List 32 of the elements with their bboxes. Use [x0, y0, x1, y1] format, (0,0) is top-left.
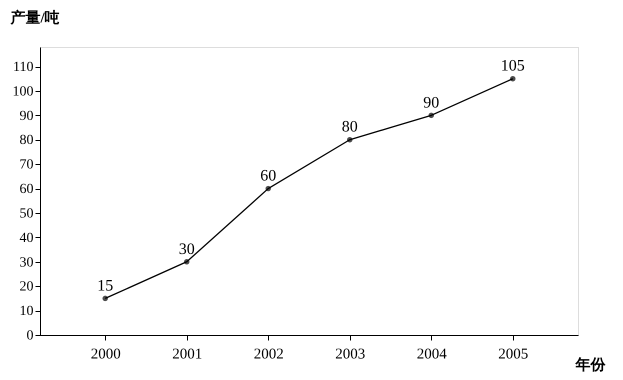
- y-tick-label: 110: [13, 60, 34, 76]
- x-tick-label: 2004: [416, 346, 448, 362]
- point: [102, 296, 108, 302]
- x-tick-label: 2000: [90, 346, 121, 362]
- point: [510, 76, 516, 82]
- y-tick-label: 10: [20, 304, 34, 320]
- y-tick-label: 100: [12, 84, 34, 100]
- data-label: 30: [178, 240, 195, 258]
- x-tick-label: 2001: [172, 346, 202, 362]
- y-tick-label: 30: [20, 255, 34, 270]
- y-tick-label: 70: [20, 158, 34, 173]
- x-tick-label: 2002: [254, 346, 284, 362]
- point: [184, 259, 190, 265]
- point: [347, 137, 352, 142]
- data-label: 60: [260, 168, 276, 185]
- y-tick-label: 0: [26, 328, 34, 344]
- data-label: 105: [500, 58, 525, 75]
- y-tick-label: 60: [20, 182, 34, 198]
- data-label: 80: [342, 118, 358, 136]
- y-tick-label: 40: [20, 230, 34, 246]
- x-axis-title: 年份: [574, 356, 606, 374]
- data-label: 15: [97, 277, 114, 294]
- x-tick-label: 2003: [335, 346, 366, 362]
- x-tick-label: 2005: [498, 346, 528, 362]
- y-tick-label: 50: [20, 206, 34, 222]
- data-label: 90: [423, 94, 440, 112]
- y-tick-label: 20: [20, 280, 34, 295]
- y-tick-label: 80: [20, 133, 34, 148]
- point: [266, 186, 271, 192]
- y-tick-label: 90: [20, 108, 34, 124]
- y-axis-title: 产量/吨: [10, 10, 60, 26]
- point: [428, 112, 434, 118]
